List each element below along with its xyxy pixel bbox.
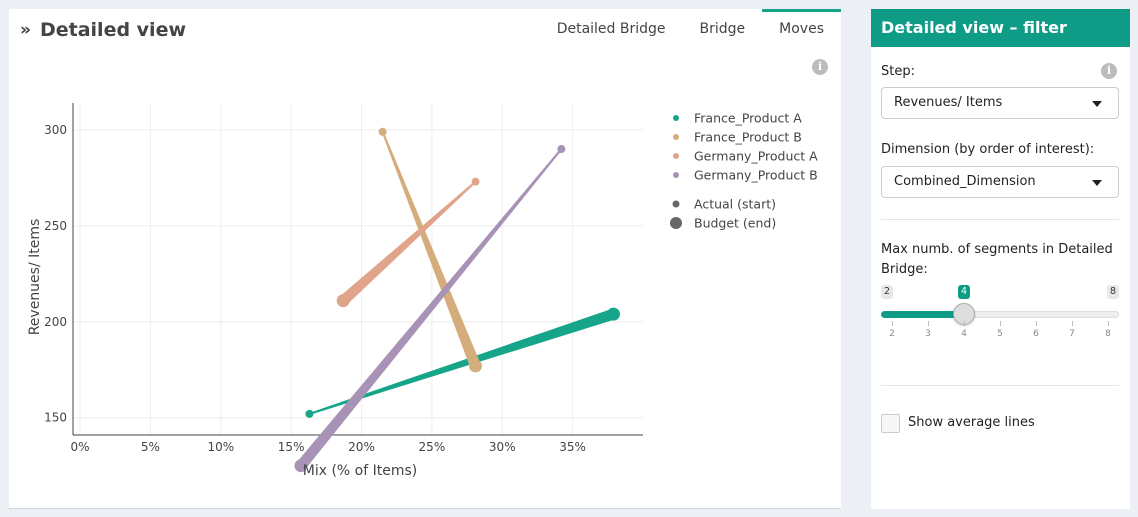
x-axis-title: Mix (% of Items) xyxy=(303,463,418,479)
divider xyxy=(881,219,1119,220)
x-tick-label: 10% xyxy=(207,440,234,454)
legend-marker xyxy=(673,134,679,140)
moves-chart: 0% 5% 10% 15% 20% 25% 30% 35% 150 200 250 300 Franc… xyxy=(27,103,818,479)
segments-slider[interactable]: 2 8 4 2 3 4 5 6 7 8 xyxy=(881,285,1119,345)
dimension-select[interactable]: Combined_Dimension xyxy=(881,166,1119,198)
legend-marker xyxy=(673,172,679,178)
tab-detailed-bridge[interactable]: Detailed Bridge xyxy=(556,21,666,37)
budget-point[interactable] xyxy=(606,307,620,321)
actual-point[interactable] xyxy=(378,127,387,136)
x-tick-label: 25% xyxy=(419,440,446,454)
panel-title-text: Detailed view xyxy=(39,19,187,41)
slider-fill xyxy=(881,311,964,318)
legend-label[interactable]: France_Product B xyxy=(694,130,802,145)
step-label: Step: xyxy=(881,64,915,79)
chart-info-icon[interactable]: i xyxy=(812,59,828,75)
move-path xyxy=(381,131,481,368)
double-chevron-icon[interactable]: » xyxy=(20,20,31,40)
budget-point[interactable] xyxy=(294,459,308,473)
slider-tick xyxy=(1108,321,1109,326)
tab-moves[interactable]: Moves xyxy=(762,9,841,43)
legend-size-marker xyxy=(672,200,680,208)
y-tick-label: 300 xyxy=(44,123,67,137)
slider-tick xyxy=(1072,321,1073,326)
slider-tick-label: 6 xyxy=(1033,329,1039,339)
sidebar-header: Detailed view – filter xyxy=(871,9,1130,47)
step-select-value: Revenues/ Items xyxy=(894,95,1003,110)
caret-down-icon xyxy=(1092,101,1102,107)
y-axis-title: Revenues/ Items xyxy=(27,219,43,336)
legend-label[interactable]: France_Product A xyxy=(694,111,802,126)
x-tick-label: 20% xyxy=(348,440,375,454)
x-tick-label: 5% xyxy=(141,440,160,454)
x-tick-label: 0% xyxy=(71,440,90,454)
legend-size-marker xyxy=(670,217,682,229)
actual-point[interactable] xyxy=(471,177,480,186)
slider-tick-label: 2 xyxy=(889,329,895,339)
slider-tick xyxy=(1000,321,1001,326)
move-path xyxy=(296,148,563,470)
slider-tick xyxy=(1036,321,1037,326)
divider xyxy=(881,385,1119,386)
filter-sidebar: Detailed view – filter Step: i Revenues/… xyxy=(871,9,1130,509)
legend-marker xyxy=(673,153,679,159)
step-info-icon[interactable]: i xyxy=(1101,63,1117,79)
budget-point[interactable] xyxy=(336,294,350,308)
slider-value-label: 4 xyxy=(958,285,971,299)
detailed-view-panel: » Detailed view Detailed Bridge Bridge M… xyxy=(9,9,841,509)
slider-tick-label: 5 xyxy=(997,329,1003,339)
slider-tick-label: 3 xyxy=(925,329,931,339)
slider-tick xyxy=(964,321,965,326)
y-tick-label: 200 xyxy=(44,315,67,329)
dimension-select-value: Combined_Dimension xyxy=(894,174,1036,189)
slider-tick-label: 8 xyxy=(1105,329,1111,339)
x-tick-label: 15% xyxy=(278,440,305,454)
x-tick-label: 30% xyxy=(489,440,516,454)
budget-point[interactable] xyxy=(469,359,483,373)
x-tick-label: 35% xyxy=(559,440,586,454)
move-path xyxy=(309,308,616,415)
slider-tick xyxy=(928,321,929,326)
step-select[interactable]: Revenues/ Items xyxy=(881,87,1119,119)
move-path xyxy=(339,180,477,305)
segments-label-line2: Bridge: xyxy=(881,262,928,277)
slider-max-label: 8 xyxy=(1106,285,1119,299)
actual-point[interactable] xyxy=(305,409,314,418)
show-average-lines-checkbox[interactable] xyxy=(881,414,900,433)
slider-tick-label: 4 xyxy=(961,329,967,339)
tab-bridge[interactable]: Bridge xyxy=(699,21,746,37)
slider-tick xyxy=(892,321,893,326)
slider-min-label: 2 xyxy=(881,285,894,299)
show-average-lines-label[interactable]: Show average lines xyxy=(908,415,1035,430)
actual-point[interactable] xyxy=(557,145,566,154)
slider-tick-label: 7 xyxy=(1069,329,1075,339)
caret-down-icon xyxy=(1092,180,1102,186)
dimension-label: Dimension (by order of interest): xyxy=(881,142,1095,157)
legend-size-label: Budget (end) xyxy=(694,216,776,231)
legend-marker xyxy=(673,115,679,121)
segments-label-line1: Max numb. of segments in Detailed xyxy=(881,242,1113,257)
legend-size-label: Actual (start) xyxy=(694,197,776,212)
y-tick-label: 150 xyxy=(44,411,67,425)
view-tabs: Detailed Bridge Bridge Moves xyxy=(540,9,841,43)
legend-label[interactable]: Germany_Product A xyxy=(694,149,818,164)
y-tick-label: 250 xyxy=(44,219,67,233)
legend-label[interactable]: Germany_Product B xyxy=(694,168,818,183)
panel-title: » Detailed view xyxy=(20,19,186,41)
